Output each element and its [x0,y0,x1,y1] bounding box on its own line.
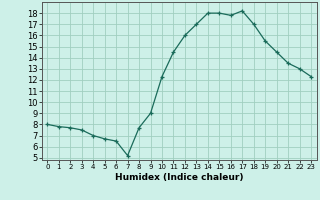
X-axis label: Humidex (Indice chaleur): Humidex (Indice chaleur) [115,173,244,182]
